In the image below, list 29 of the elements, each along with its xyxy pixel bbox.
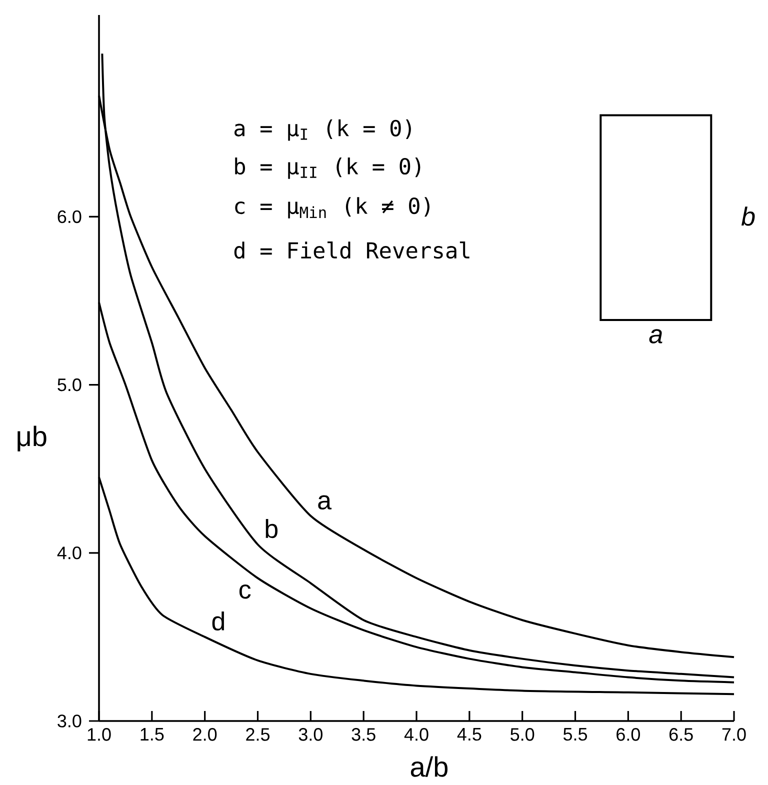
- text: b = μ$_{II}$ (k = 0): [235, 158, 420, 179]
- x-tick-label: 1.5: [140, 728, 164, 741]
- text: b: [741, 206, 755, 226]
- x-tick-label: 4.0: [404, 728, 428, 741]
- y-axis-title: μb: [18, 426, 46, 452]
- text: c = μ$_{Min}$ (k ≠ 0): [235, 197, 430, 218]
- series-label: b: [266, 518, 278, 538]
- x-tick-label: 5.0: [510, 728, 534, 741]
- annotation: d = Field Reversal: [234, 242, 470, 259]
- annotation: a: [649, 329, 662, 344]
- x-axis-title: a/b: [410, 756, 448, 777]
- series-label: d: [212, 611, 224, 631]
- x-tick-label: 1.0: [88, 728, 111, 741]
- text: a = μ$_{I}$ (k = 0): [234, 119, 411, 141]
- x-tick-label: 2.0: [193, 728, 217, 741]
- x-tick-label: 3.0: [298, 728, 322, 741]
- x-tick-label: 7.0: [722, 728, 746, 741]
- y-tick-label: 3.0: [58, 714, 82, 728]
- y-tick-label: 6.0: [58, 210, 82, 224]
- x-tick-label: 5.5: [563, 728, 588, 741]
- series-label: c: [239, 584, 251, 599]
- series-label: a: [318, 495, 332, 510]
- x-tick-label: 6.5: [669, 728, 693, 741]
- x-tick-label: 6.0: [616, 728, 640, 741]
- y-tick-label: 4.0: [57, 546, 82, 560]
- x-tick-label: 2.5: [246, 728, 270, 741]
- y-tick-label: 5.0: [58, 378, 82, 392]
- x-tick-label: 3.5: [352, 728, 376, 741]
- x-tick-label: 4.5: [457, 728, 482, 741]
